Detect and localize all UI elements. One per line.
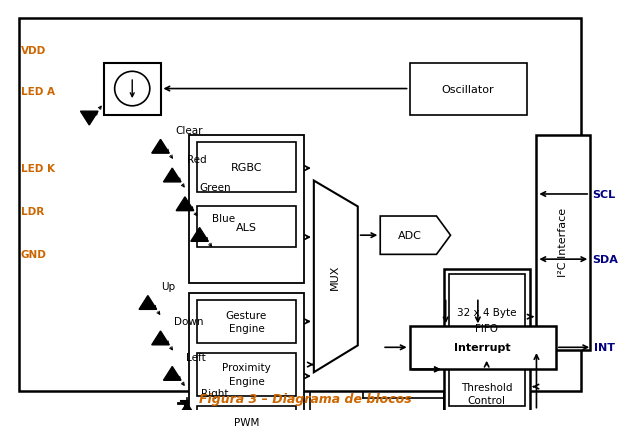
Text: Down: Down <box>174 317 204 327</box>
Text: Blue: Blue <box>212 213 235 223</box>
Bar <box>189 293 304 426</box>
Text: LED K: LED K <box>21 164 55 174</box>
Text: INT: INT <box>594 343 615 352</box>
Polygon shape <box>191 228 208 242</box>
Text: Control: Control <box>468 395 506 405</box>
Text: Red: Red <box>187 154 207 164</box>
Bar <box>189 135 304 283</box>
Text: Up: Up <box>161 281 176 291</box>
Text: Engine: Engine <box>229 323 264 334</box>
Text: RGBC: RGBC <box>231 163 262 173</box>
Bar <box>197 406 297 426</box>
Text: I²C Interface: I²C Interface <box>558 208 568 277</box>
Bar <box>444 269 530 411</box>
Bar <box>197 301 297 344</box>
Text: Green: Green <box>199 183 231 193</box>
Text: Left: Left <box>186 352 206 362</box>
Bar <box>197 353 297 396</box>
Text: Proximity: Proximity <box>222 363 271 373</box>
Polygon shape <box>176 197 194 211</box>
Polygon shape <box>163 169 181 182</box>
Text: Threshold: Threshold <box>461 382 512 391</box>
Bar <box>104 63 161 116</box>
Text: VDD: VDD <box>21 46 46 56</box>
Polygon shape <box>152 331 169 345</box>
Text: PWM: PWM <box>234 417 259 426</box>
Bar <box>449 274 525 358</box>
Polygon shape <box>80 112 98 126</box>
Text: ALS: ALS <box>236 222 257 232</box>
Text: 32 x 4 Byte: 32 x 4 Byte <box>457 307 516 317</box>
Text: Engine: Engine <box>229 376 264 386</box>
Bar <box>449 368 525 406</box>
Text: SDA: SDA <box>592 255 618 265</box>
Bar <box>197 207 297 247</box>
Text: Figura 3 – Diagrama de blocos: Figura 3 – Diagrama de blocos <box>199 391 412 405</box>
Polygon shape <box>314 181 358 372</box>
Text: LED A: LED A <box>21 87 55 97</box>
Text: Right: Right <box>201 389 228 398</box>
Text: FIFO: FIFO <box>475 323 498 334</box>
Text: MUX: MUX <box>330 264 340 289</box>
Text: Clear: Clear <box>175 126 202 135</box>
Polygon shape <box>139 296 156 310</box>
Bar <box>536 135 590 350</box>
Text: SCL: SCL <box>592 190 616 199</box>
Text: Oscillator: Oscillator <box>442 84 495 94</box>
Text: GND: GND <box>21 250 47 260</box>
Polygon shape <box>178 403 196 417</box>
Bar <box>409 326 556 369</box>
Bar <box>409 63 526 116</box>
Bar <box>197 143 297 193</box>
Text: LDR: LDR <box>21 207 44 217</box>
Polygon shape <box>152 140 169 154</box>
Text: Interrupt: Interrupt <box>454 343 511 352</box>
Polygon shape <box>163 367 181 380</box>
Text: Gesture: Gesture <box>226 310 267 320</box>
Text: ADC: ADC <box>398 230 422 241</box>
Polygon shape <box>380 216 450 255</box>
